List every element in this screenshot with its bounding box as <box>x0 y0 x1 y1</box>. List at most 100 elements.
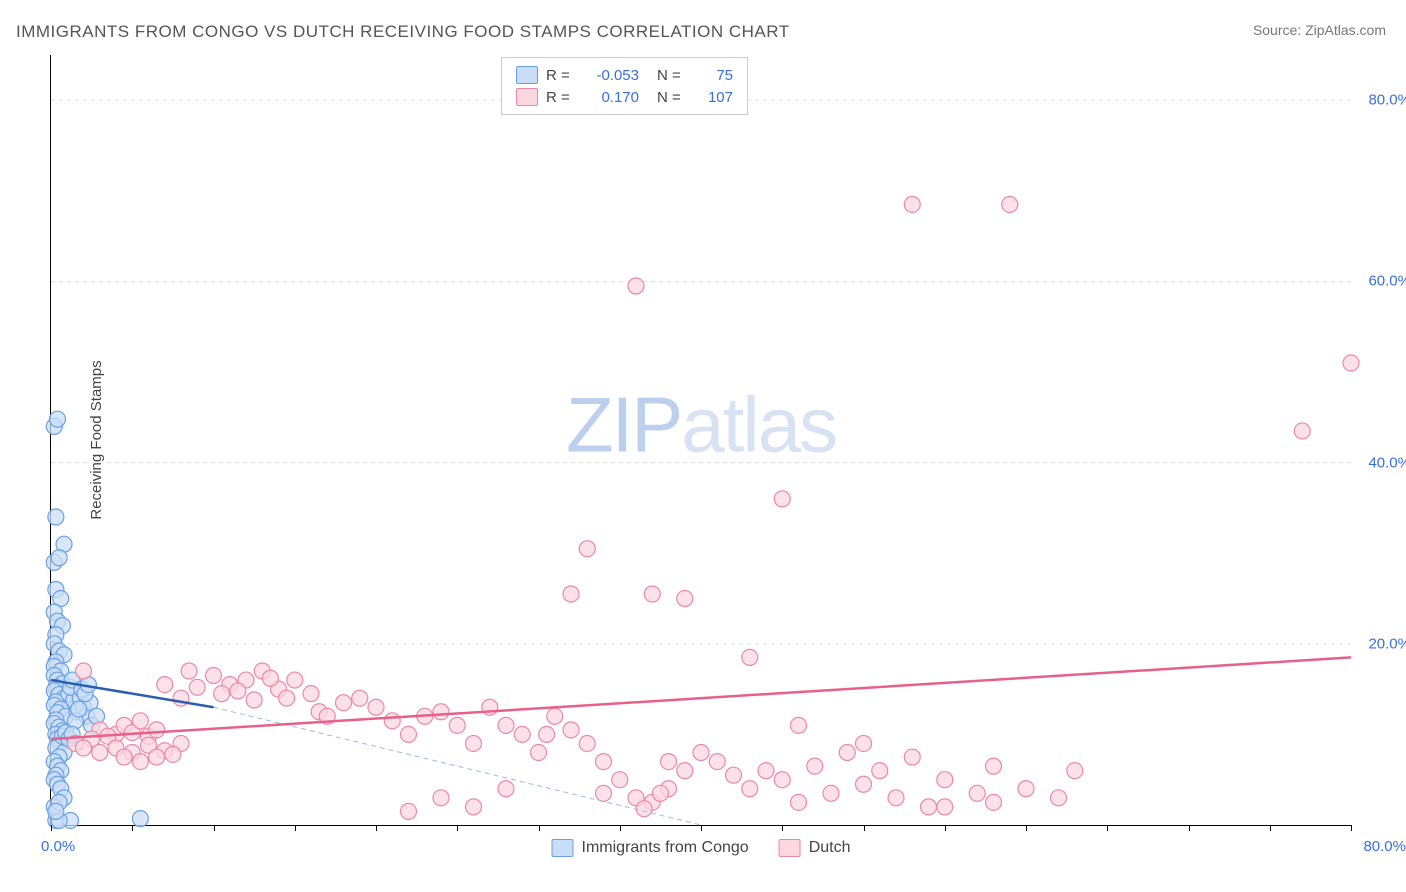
data-point <box>807 758 823 774</box>
data-point <box>1067 763 1083 779</box>
data-point <box>303 686 319 702</box>
data-point <box>116 749 132 765</box>
legend-n-value-1: 107 <box>695 89 733 106</box>
legend-r-label-1: R = <box>546 89 576 106</box>
data-point <box>51 550 67 566</box>
y-tick-label: 80.0% <box>1368 92 1406 109</box>
data-point <box>677 591 693 607</box>
data-point <box>76 740 92 756</box>
data-point <box>563 586 579 602</box>
data-point <box>279 690 295 706</box>
data-point <box>563 722 579 738</box>
data-point <box>206 668 222 684</box>
x-tick <box>620 825 621 831</box>
data-point <box>76 663 92 679</box>
data-point <box>189 679 205 695</box>
data-point <box>48 509 64 525</box>
data-point <box>636 801 652 817</box>
x-tick <box>132 825 133 831</box>
data-point <box>514 726 530 742</box>
data-point <box>579 735 595 751</box>
x-axis-end-label: 80.0% <box>1363 838 1406 855</box>
data-point <box>246 692 262 708</box>
x-tick <box>1107 825 1108 831</box>
data-point <box>531 745 547 761</box>
chart-title: IMMIGRANTS FROM CONGO VS DUTCH RECEIVING… <box>16 22 790 42</box>
legend-row-series-1: R = 0.170 N = 107 <box>516 86 733 108</box>
data-point <box>904 749 920 765</box>
legend-swatch-series-1 <box>516 88 538 106</box>
data-point <box>1002 196 1018 212</box>
y-tick-label: 60.0% <box>1368 273 1406 290</box>
x-tick <box>214 825 215 831</box>
source-attribution: Source: ZipAtlas.com <box>1253 22 1386 38</box>
x-tick <box>945 825 946 831</box>
data-point <box>48 803 64 819</box>
x-tick <box>376 825 377 831</box>
data-point <box>157 677 173 693</box>
data-point <box>823 785 839 801</box>
data-point <box>368 699 384 715</box>
data-point <box>921 799 937 815</box>
data-point <box>742 781 758 797</box>
data-point <box>888 790 904 806</box>
data-point <box>774 772 790 788</box>
data-point <box>904 196 920 212</box>
data-point <box>262 670 278 686</box>
data-point <box>1343 355 1359 371</box>
y-tick-label: 20.0% <box>1368 635 1406 652</box>
legend-item-series-1: Dutch <box>779 839 851 857</box>
data-point <box>661 754 677 770</box>
data-point <box>856 776 872 792</box>
data-point <box>433 790 449 806</box>
data-point <box>498 717 514 733</box>
data-point <box>856 735 872 751</box>
data-point <box>132 713 148 729</box>
data-point <box>71 701 87 717</box>
legend-r-label-0: R = <box>546 67 576 84</box>
data-point <box>839 745 855 761</box>
x-tick <box>701 825 702 831</box>
legend-n-label-0: N = <box>657 67 687 84</box>
x-tick <box>457 825 458 831</box>
plot-area: Receiving Food Stamps ZIPatlas 20.0%40.0… <box>50 55 1351 826</box>
scatter-chart <box>51 55 1351 825</box>
x-tick <box>51 825 52 831</box>
data-point <box>132 754 148 770</box>
x-tick <box>1270 825 1271 831</box>
data-point <box>579 541 595 557</box>
x-axis-origin-label: 0.0% <box>41 838 75 855</box>
data-point <box>149 749 165 765</box>
x-tick <box>295 825 296 831</box>
data-point <box>937 772 953 788</box>
data-point <box>644 586 660 602</box>
data-point <box>1051 790 1067 806</box>
data-point <box>539 726 555 742</box>
data-point <box>466 799 482 815</box>
data-point <box>758 763 774 779</box>
data-point <box>709 754 725 770</box>
legend-row-series-0: R = -0.053 N = 75 <box>516 64 733 86</box>
data-point <box>774 491 790 507</box>
x-tick <box>782 825 783 831</box>
legend-label-bottom-0: Immigrants from Congo <box>582 839 749 857</box>
data-point <box>628 278 644 294</box>
data-point <box>401 726 417 742</box>
data-point <box>132 811 148 827</box>
data-point <box>165 746 181 762</box>
data-point <box>872 763 888 779</box>
data-point <box>1018 781 1034 797</box>
data-point <box>149 722 165 738</box>
data-point <box>181 663 197 679</box>
data-point <box>287 672 303 688</box>
x-tick <box>539 825 540 831</box>
legend-n-label-1: N = <box>657 89 687 106</box>
legend-r-value-1: 0.170 <box>584 89 639 106</box>
data-point <box>791 717 807 733</box>
data-point <box>449 717 465 733</box>
data-point <box>433 704 449 720</box>
data-point <box>384 713 400 729</box>
data-point <box>742 649 758 665</box>
data-point <box>693 745 709 761</box>
data-point <box>969 785 985 801</box>
